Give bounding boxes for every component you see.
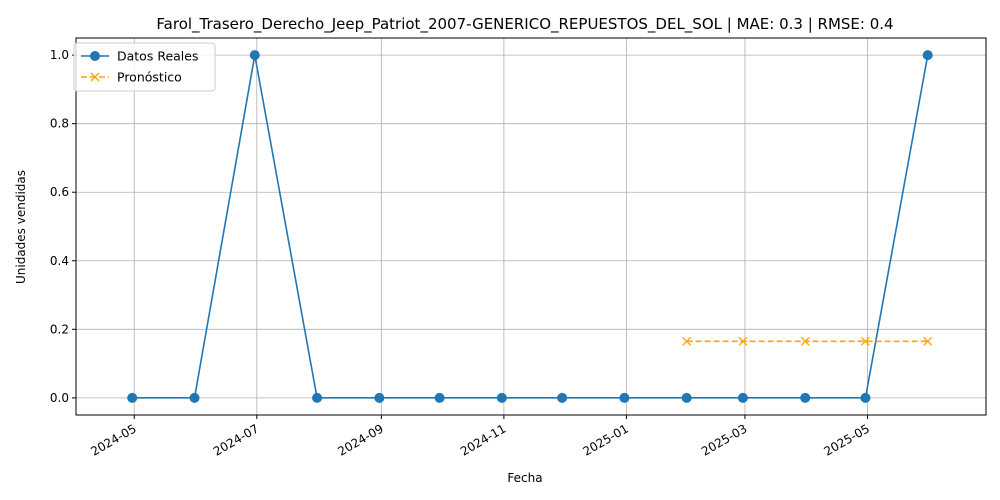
series-1-point <box>860 336 870 346</box>
series-0-point <box>434 392 445 403</box>
y-axis-label: Unidades vendidas <box>14 170 28 284</box>
series-1-point <box>923 336 933 346</box>
series-0-point <box>922 50 933 61</box>
series-0 <box>127 50 933 403</box>
plot-frame <box>75 37 987 416</box>
series-0-line <box>132 54 929 399</box>
series-0-point <box>860 392 871 403</box>
grid <box>76 38 986 415</box>
series-0-point <box>737 392 748 403</box>
chart-title: Farol_Trasero_Derecho_Jeep_Patriot_2007-… <box>156 15 893 34</box>
legend-item: Datos Reales <box>81 49 198 64</box>
series-0-point <box>312 392 323 403</box>
legend-box <box>73 42 216 92</box>
series-0-point <box>557 392 568 403</box>
series-1-point <box>682 336 692 346</box>
x-axis-label: Fecha <box>507 471 542 485</box>
x-marker-stroke <box>682 336 692 346</box>
legend-label: Pronóstico <box>117 70 182 85</box>
series-0-point <box>374 392 385 403</box>
series-1-point <box>738 336 748 346</box>
x-marker-stroke <box>923 336 933 346</box>
x-marker-stroke <box>800 336 810 346</box>
series-0-point <box>189 392 200 403</box>
y-tick-label: 0.4 <box>50 254 69 268</box>
y-tick-label: 0.2 <box>50 322 69 336</box>
series-0-point <box>681 392 692 403</box>
legend-marker <box>90 51 100 61</box>
y-tick-label: 1.0 <box>50 48 69 62</box>
legend: Datos Reales Pronóstico <box>73 42 216 92</box>
series-0-point <box>496 392 507 403</box>
y-tick-label: 0.6 <box>50 185 69 199</box>
series-1 <box>682 336 933 346</box>
series-0-point <box>127 392 138 403</box>
series-0-point <box>619 392 630 403</box>
legend-item: Pronóstico <box>81 70 182 85</box>
legend-marker <box>90 72 100 82</box>
x-marker-stroke <box>90 72 100 82</box>
series-0-point <box>249 50 260 61</box>
series-0-point <box>800 392 811 403</box>
series-layer <box>127 50 933 403</box>
y-tick-label: 0.8 <box>50 117 69 131</box>
x-marker-stroke <box>738 336 748 346</box>
x-marker-stroke <box>860 336 870 346</box>
y-tick-label: 0.0 <box>50 391 69 405</box>
y-axis: 0.0 0.2 0.4 0.6 0.8 1.0 <box>50 48 76 405</box>
series-1-point <box>800 336 810 346</box>
legend-label: Datos Reales <box>117 49 198 64</box>
